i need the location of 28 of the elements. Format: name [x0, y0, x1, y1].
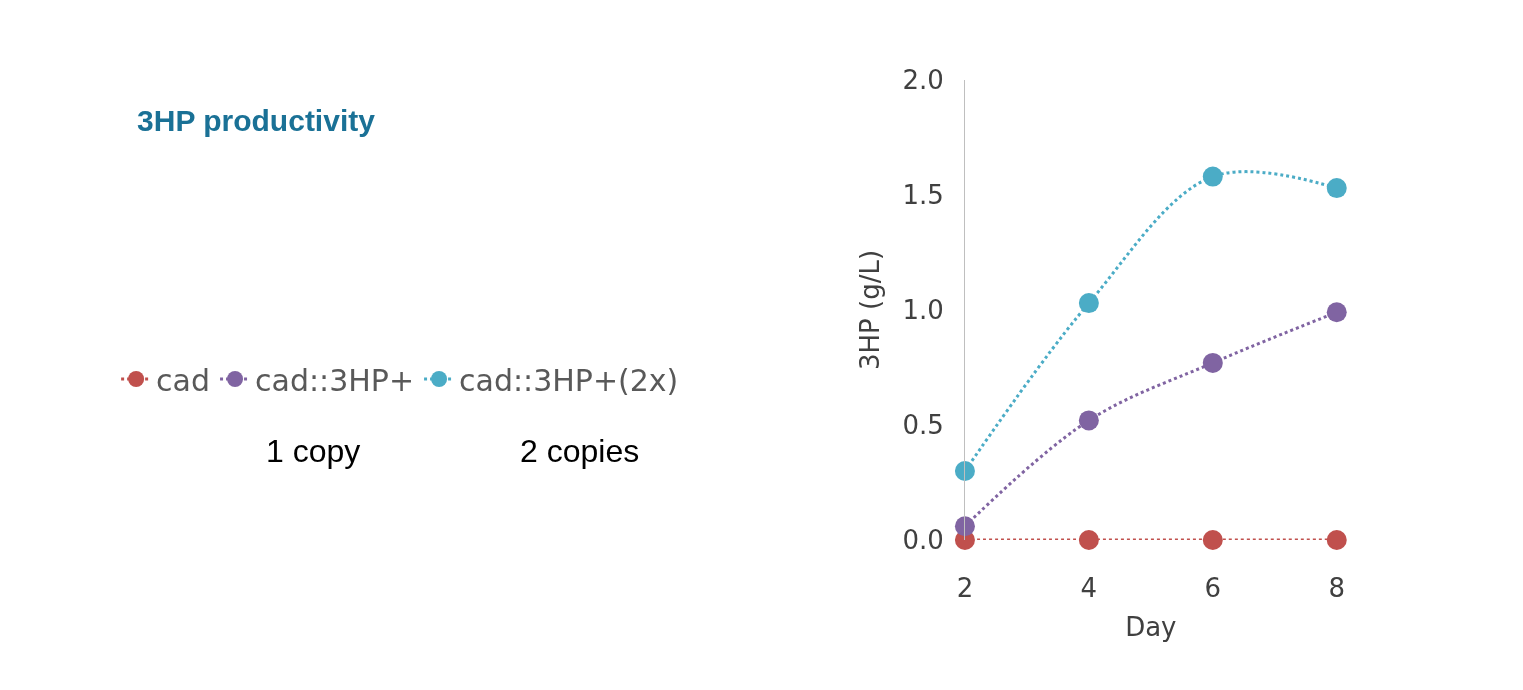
x-axis-title: Day [1125, 611, 1177, 642]
point [1202, 352, 1223, 373]
x-tick-label: 6 [1204, 573, 1222, 603]
y-tick-label: 1.0 [902, 295, 944, 326]
point [1078, 293, 1099, 314]
legend-label: cad::3HP+ [255, 362, 415, 398]
point [1326, 302, 1347, 323]
point [1326, 178, 1347, 199]
point [1202, 166, 1223, 187]
legend-label: cad::3HP+(2x) [459, 362, 679, 398]
y-tick-label: 0.5 [902, 410, 944, 441]
point [1326, 530, 1347, 550]
legend-label: cad [156, 362, 211, 398]
y-tick-label: 0.0 [902, 525, 944, 556]
point [1078, 410, 1099, 431]
text: 2 copies [520, 433, 640, 469]
x-tick-label: 8 [1328, 573, 1346, 603]
y-tick-label: 1.5 [902, 180, 944, 211]
x-tick-label: 4 [1080, 573, 1098, 603]
point [1078, 530, 1099, 550]
text: 3HP productivity [137, 104, 376, 138]
x-tick-label: 2 [956, 573, 974, 603]
point [954, 516, 975, 537]
point [954, 461, 975, 481]
y-axis-title: 3HP (g/L) [854, 249, 885, 371]
y-tick-label: 2.0 [902, 65, 944, 96]
text: 1 copy [266, 433, 361, 469]
point [1202, 530, 1223, 550]
